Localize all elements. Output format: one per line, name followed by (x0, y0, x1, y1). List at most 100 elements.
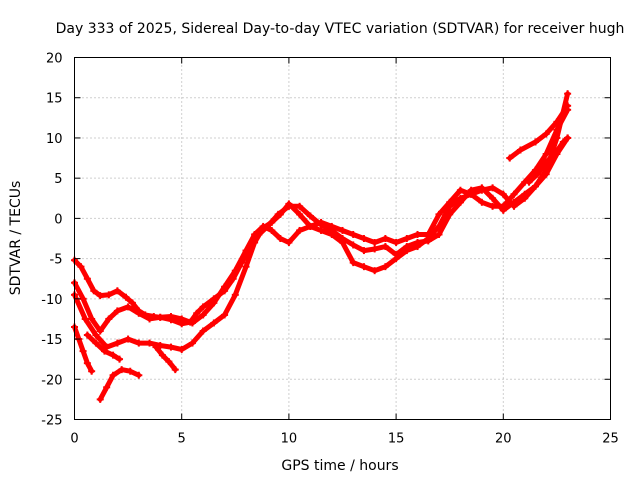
data-point-marker (542, 158, 550, 166)
data-point-marker (489, 184, 497, 192)
data-point-marker (285, 239, 293, 247)
data-point-marker (96, 327, 104, 335)
data-point-marker (435, 222, 443, 230)
data-point-marker (478, 198, 486, 206)
chart-title: Day 333 of 2025, Sidereal Day-to-day VTE… (56, 21, 625, 37)
data-point-marker (210, 299, 218, 307)
data-point-marker (499, 190, 507, 198)
data-point-marker (242, 263, 250, 271)
data-point-marker (521, 194, 529, 202)
series-track-2 (72, 91, 571, 334)
data-point-marker (510, 202, 518, 210)
data-point-marker (499, 202, 507, 210)
data-series-layer (71, 90, 572, 403)
data-point-marker (122, 293, 130, 301)
data-point-marker (564, 134, 572, 142)
data-point-marker (156, 341, 164, 349)
data-point-marker (146, 339, 154, 347)
data-point-marker (79, 347, 87, 355)
data-point-marker (551, 150, 559, 158)
data-point-marker (349, 230, 357, 238)
data-point-marker (542, 166, 550, 174)
data-point-marker (96, 395, 104, 403)
data-point-marker (90, 287, 98, 295)
data-point-marker (124, 303, 132, 311)
series-track-7 (153, 344, 178, 373)
data-point-marker (467, 190, 475, 198)
data-point-marker (96, 292, 104, 300)
data-point-marker (542, 150, 550, 158)
data-point-marker (360, 235, 368, 242)
data-point-marker (167, 343, 175, 351)
data-point-marker (135, 309, 143, 317)
data-point-marker (339, 226, 346, 234)
data-point-marker (306, 212, 314, 220)
data-point-marker (435, 210, 443, 218)
y-axis-title: SDTVAR / TECUs (8, 181, 24, 296)
data-point-marker (276, 210, 284, 218)
y-tick-label: -20 (41, 373, 62, 388)
data-point-marker (553, 126, 561, 134)
y-tick-label: -10 (41, 293, 62, 308)
data-point-marker (116, 355, 124, 363)
data-point-marker (231, 291, 239, 299)
data-point-marker (510, 190, 518, 198)
data-point-marker (135, 371, 143, 379)
x-axis-title: GPS time / hours (281, 458, 398, 474)
data-point-marker (276, 235, 284, 242)
x-tick-label: 25 (602, 432, 619, 447)
data-point-marker (156, 313, 164, 321)
data-point-marker (171, 366, 179, 374)
data-point-marker (128, 299, 136, 307)
data-point-marker (328, 230, 336, 238)
data-point-marker (165, 358, 173, 366)
data-point-marker (516, 146, 524, 154)
data-point-marker (113, 307, 121, 315)
y-tick-label: -5 (50, 253, 63, 268)
data-point-marker (268, 218, 276, 226)
data-point-marker (381, 263, 389, 271)
data-point-marker (371, 239, 379, 247)
data-point-marker (381, 235, 389, 242)
x-tick-label: 0 (70, 432, 78, 447)
data-point-marker (199, 311, 207, 319)
data-point-marker (188, 339, 196, 347)
data-point-marker (360, 247, 368, 255)
data-point-marker (79, 295, 87, 303)
data-point-marker (124, 335, 132, 343)
data-point-marker (414, 230, 422, 238)
data-point-marker (101, 347, 109, 355)
y-tick-label: 15 (46, 92, 63, 107)
data-point-marker (531, 182, 539, 190)
data-point-marker (242, 247, 250, 255)
data-point-marker (328, 222, 336, 230)
data-point-marker (199, 327, 207, 335)
data-point-marker (251, 239, 259, 247)
y-tick-label: 20 (46, 52, 63, 67)
data-point-marker (360, 263, 368, 271)
y-tick-label: -25 (41, 414, 62, 429)
grid (74, 57, 611, 420)
data-point-marker (371, 245, 379, 253)
data-point-marker (414, 243, 422, 251)
data-point-marker (285, 200, 293, 208)
data-point-marker (435, 230, 443, 238)
data-point-marker (126, 367, 134, 375)
data-point-marker (158, 351, 166, 359)
data-point-marker (167, 313, 175, 321)
data-point-marker (489, 194, 497, 202)
data-point-marker (178, 346, 186, 354)
data-point-marker (392, 239, 400, 247)
series-track-9 (507, 103, 571, 161)
data-point-marker (506, 154, 514, 162)
x-tick-label: 5 (178, 432, 186, 447)
data-point-marker (152, 343, 160, 351)
data-point-marker (105, 291, 113, 299)
data-point-marker (178, 315, 186, 323)
data-point-marker (542, 130, 550, 138)
data-point-marker (306, 222, 314, 230)
data-point-marker (559, 138, 567, 146)
data-point-marker (231, 267, 239, 275)
data-point-marker (83, 275, 91, 283)
data-point-marker (349, 241, 357, 249)
